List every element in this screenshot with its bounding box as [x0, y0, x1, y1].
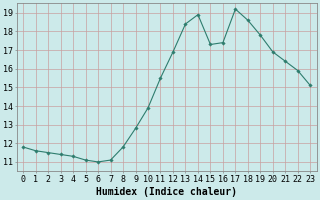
X-axis label: Humidex (Indice chaleur): Humidex (Indice chaleur): [96, 186, 237, 197]
